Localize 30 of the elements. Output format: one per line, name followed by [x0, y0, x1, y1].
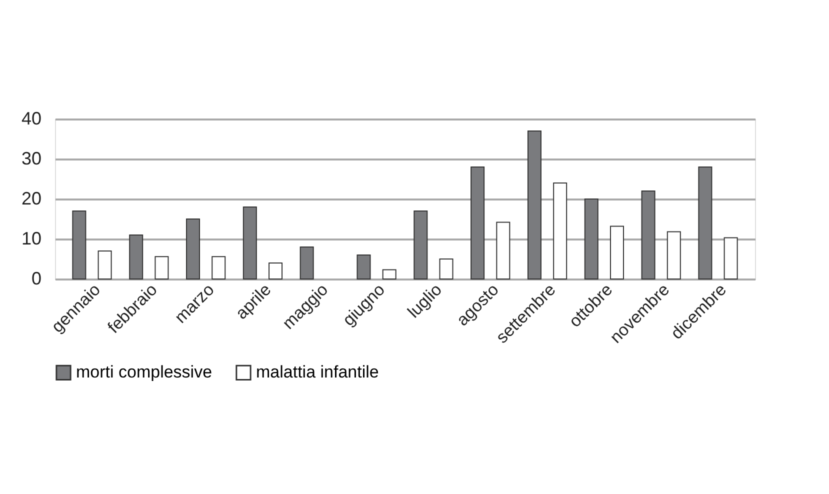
bar: [610, 226, 624, 280]
legend-label: malattia infantile: [256, 362, 379, 382]
bar: [496, 222, 510, 280]
bar: [382, 269, 396, 280]
bar: [129, 234, 144, 280]
bar: [414, 210, 428, 280]
bar: [72, 210, 86, 280]
bar: [356, 254, 371, 280]
bar: [553, 182, 568, 280]
bar: [98, 250, 112, 280]
bar: [527, 130, 542, 280]
bar: [724, 237, 738, 280]
y-tick-label: 20: [21, 188, 42, 208]
y-tick-label: 10: [21, 228, 42, 248]
y-tick-label: 40: [21, 108, 42, 128]
bar: [641, 190, 656, 280]
bar: [300, 246, 314, 280]
bar: [186, 218, 200, 280]
bar: [439, 258, 454, 280]
bar: [242, 206, 257, 280]
bar: [698, 166, 712, 280]
bar: [666, 231, 681, 280]
bar: [268, 262, 283, 280]
bar: [584, 198, 598, 280]
bar: [212, 256, 226, 280]
bar: [154, 256, 169, 280]
y-tick-label: 30: [21, 148, 42, 168]
legend-label: morti complessive: [76, 362, 212, 382]
bar: [470, 166, 485, 280]
y-tick-label: 0: [31, 268, 42, 288]
